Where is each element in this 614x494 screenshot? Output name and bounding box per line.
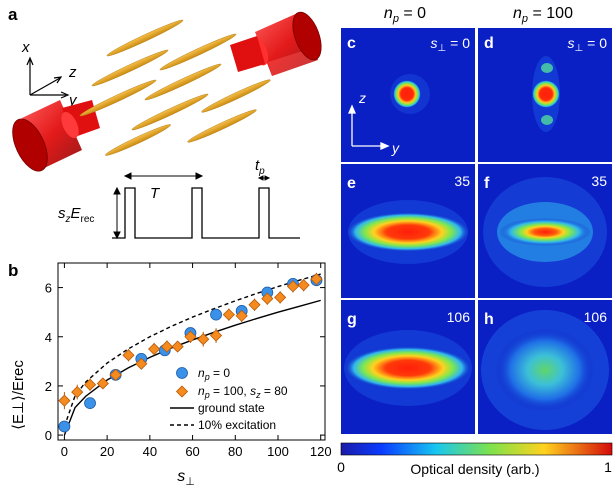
absorption-images: np = 0 np = 100 c s⊥ = 0 z y <box>337 5 613 477</box>
period-arrow <box>123 172 204 180</box>
axis-x-label: x <box>21 39 30 56</box>
legend-entry-1: np = 0 <box>198 366 230 382</box>
data-point-diamond <box>197 333 210 346</box>
lattice-tubes <box>79 19 271 156</box>
panel-b-chart: b 0 20 40 60 80 100 120 0 2 4 6 ⟨E⊥⟩/Erec s⊥ np = … <box>8 261 332 488</box>
data-point-diamond <box>71 385 84 399</box>
data-point-diamond <box>286 280 300 293</box>
colorbar <box>340 442 613 456</box>
data-point-diamond <box>160 340 174 353</box>
data-point-diamond <box>222 308 235 321</box>
image-d: d s⊥ = 0 <box>478 28 612 162</box>
panel-a-schematic: a x y z <box>8 5 322 240</box>
y-tick-label: 2 <box>45 379 52 394</box>
x-axis-label: s⊥ <box>177 468 195 488</box>
data-point-diamond <box>83 378 97 391</box>
amplitude-arrow <box>113 186 121 240</box>
x-tick-label: 60 <box>185 444 199 459</box>
data-point-diamond <box>171 340 184 353</box>
legend-marker-diamond <box>175 385 189 398</box>
legend-entry-2: np = 100, sz = 80 <box>198 384 288 400</box>
data-point-diamond <box>235 309 248 322</box>
data-point-diamond <box>58 394 71 407</box>
data-point-diamond <box>274 291 287 304</box>
data-point-diamond <box>96 377 109 390</box>
colorbar-min: 0 <box>337 459 345 475</box>
x-tick-label: 80 <box>228 444 242 459</box>
legend-entry-3: ground state <box>198 401 265 415</box>
plot-frame <box>57 262 326 441</box>
x-tick-label: 40 <box>143 444 157 459</box>
panel-label-g: g <box>347 311 357 328</box>
panel-label-f: f <box>484 175 490 192</box>
panel-label-b: b <box>8 261 18 280</box>
data-point-diamond <box>122 349 135 362</box>
data-point-diamond <box>135 357 148 370</box>
panel-label-h: h <box>484 311 494 328</box>
axis-y-label: y <box>68 92 78 109</box>
panel-label-d: d <box>484 35 494 52</box>
y-tick-label: 6 <box>45 281 52 296</box>
pulse-width-label: tp <box>255 157 265 177</box>
data-point-diamond <box>261 292 274 305</box>
image-e-value: 35 <box>454 173 470 189</box>
data-point-circle <box>210 308 222 321</box>
image-d-s-label: s⊥ = 0 <box>568 35 608 54</box>
data-point-diamond <box>248 298 261 311</box>
col-header-right: np = 100 <box>513 5 573 25</box>
col-header-left: np = 0 <box>384 5 426 25</box>
inset-axis-y: y <box>391 140 400 156</box>
axes-triad <box>26 56 70 99</box>
data-point-diamond <box>148 342 161 356</box>
data-point-diamond <box>184 330 197 343</box>
x-tick-label: 20 <box>100 444 114 459</box>
panel-label-a: a <box>8 5 18 24</box>
data-point-diamond <box>109 368 122 381</box>
x-tick-label: 100 <box>267 444 289 459</box>
image-e: e 35 <box>341 164 475 298</box>
pulse-train <box>112 187 300 239</box>
amplitude-label: szErec <box>58 205 94 225</box>
image-c: c s⊥ = 0 z y <box>341 28 475 162</box>
x-tick-label: 120 <box>310 444 332 459</box>
chart-plot-area: 0 20 40 60 80 100 120 0 2 4 6 <box>45 262 332 459</box>
laser-beam-bottom-left-icon <box>12 100 100 172</box>
y-tick-label: 0 <box>45 428 52 443</box>
image-f: f 35 <box>478 164 612 298</box>
curve-ground-state <box>63 299 321 436</box>
inset-axes <box>348 104 390 150</box>
panel-label-c: c <box>347 35 356 52</box>
legend-entry-4: 10% excitation <box>198 418 276 432</box>
colorbar-label: Optical density (arb.) <box>410 461 539 477</box>
laser-beam-top-right-icon <box>230 11 322 76</box>
axis-z-label: z <box>68 64 77 81</box>
y-tick-label: 4 <box>45 330 52 345</box>
curve-10pct-excitation <box>63 273 321 427</box>
image-g: g 106 <box>341 300 475 434</box>
y-axis-label: ⟨E⊥⟩/Erec <box>10 360 27 430</box>
data-point-diamond <box>209 329 223 342</box>
image-h: h 106 <box>478 300 612 434</box>
period-label: T <box>150 185 161 202</box>
inset-axis-z: z <box>358 90 366 106</box>
panel-label-e: e <box>347 175 356 192</box>
data-point-diamond <box>310 272 323 286</box>
legend-marker-circle <box>176 367 188 379</box>
data-point-circle <box>58 420 71 433</box>
chart-legend: np = 0 np = 100, sz = 80 ground state 10… <box>170 366 288 432</box>
width-arrow <box>257 175 271 181</box>
data-point-diamond <box>297 279 310 292</box>
image-h-value: 106 <box>584 309 608 325</box>
x-tick-label: 0 <box>61 444 68 459</box>
image-f-value: 35 <box>591 173 607 189</box>
colorbar-max: 1 <box>604 459 612 475</box>
image-g-value: 106 <box>447 309 471 325</box>
data-point-circle <box>84 397 96 410</box>
image-c-s-label: s⊥ = 0 <box>431 35 471 54</box>
